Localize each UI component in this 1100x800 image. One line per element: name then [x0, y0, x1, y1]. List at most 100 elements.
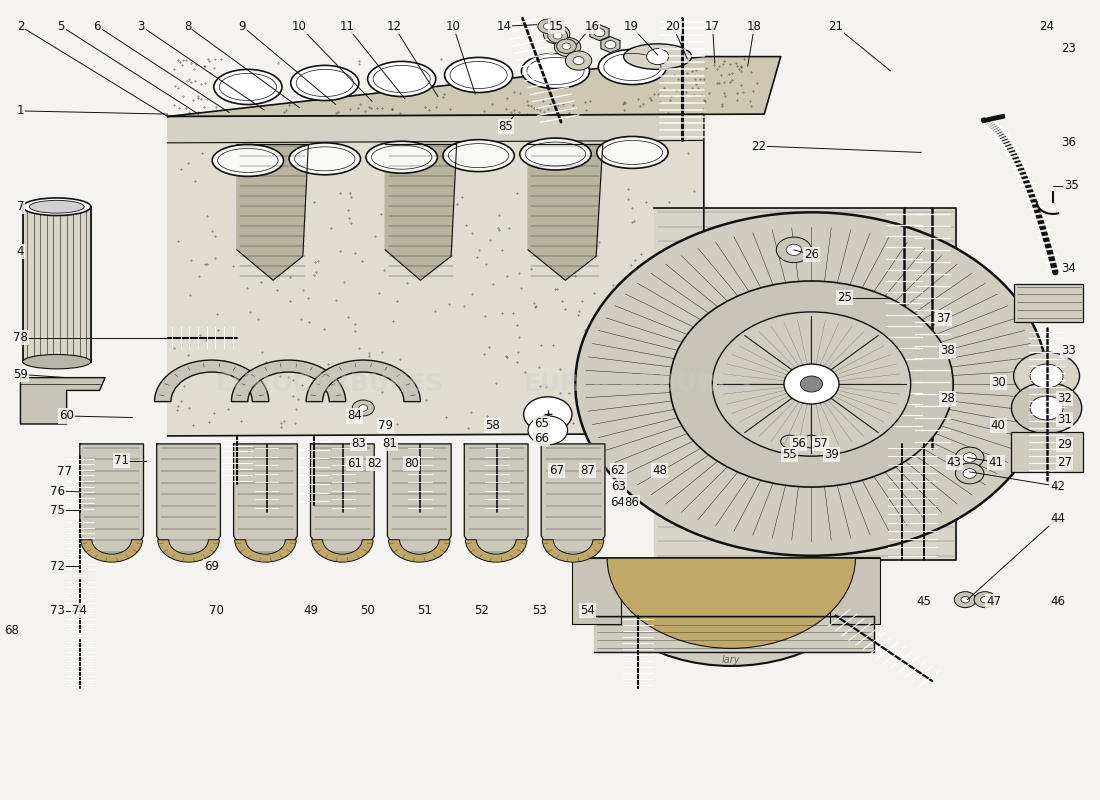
Text: 54: 54 [580, 604, 595, 618]
Text: 33: 33 [1062, 344, 1076, 357]
Text: 25: 25 [837, 291, 851, 304]
Text: 71: 71 [114, 454, 129, 467]
Circle shape [551, 30, 562, 38]
Text: 48: 48 [652, 464, 668, 477]
Text: 64: 64 [610, 496, 626, 509]
Circle shape [565, 51, 592, 70]
Circle shape [964, 453, 977, 462]
Text: 79: 79 [377, 419, 393, 432]
Text: 34: 34 [1062, 262, 1076, 274]
Text: 86: 86 [624, 496, 639, 509]
Circle shape [781, 435, 799, 448]
Text: 60: 60 [59, 410, 74, 422]
Circle shape [543, 25, 570, 44]
Text: 44: 44 [1050, 512, 1065, 525]
Circle shape [543, 23, 552, 30]
Ellipse shape [521, 54, 590, 89]
Text: EUROCARBURES: EUROCARBURES [217, 372, 444, 396]
Text: 30: 30 [991, 376, 1005, 389]
Circle shape [524, 397, 572, 432]
Text: 40: 40 [991, 419, 1005, 432]
Text: 67: 67 [549, 464, 564, 477]
Ellipse shape [290, 66, 359, 101]
Text: 7: 7 [16, 200, 24, 214]
Wedge shape [154, 360, 268, 402]
Circle shape [548, 29, 568, 43]
Text: 27: 27 [1057, 456, 1071, 469]
Polygon shape [310, 444, 374, 556]
Text: 1: 1 [16, 105, 24, 118]
Polygon shape [167, 114, 704, 436]
Circle shape [605, 41, 616, 49]
Text: 24: 24 [1040, 20, 1054, 33]
Text: 69: 69 [205, 560, 219, 573]
Wedge shape [157, 540, 219, 562]
Text: 4: 4 [16, 245, 24, 258]
Text: 43: 43 [947, 456, 961, 469]
Text: 56: 56 [791, 437, 805, 450]
Circle shape [964, 469, 977, 478]
Circle shape [1013, 352, 1079, 400]
Polygon shape [528, 145, 603, 280]
Ellipse shape [212, 145, 284, 176]
Wedge shape [465, 540, 527, 562]
Text: 5: 5 [57, 20, 65, 33]
Text: 29: 29 [1057, 438, 1071, 451]
Text: 6: 6 [94, 20, 101, 33]
Text: 75: 75 [51, 504, 65, 517]
Text: 82: 82 [366, 458, 382, 470]
Text: 9: 9 [239, 20, 246, 33]
Text: 15: 15 [549, 20, 564, 33]
Circle shape [981, 597, 989, 603]
Circle shape [553, 33, 562, 39]
Text: 18: 18 [747, 20, 762, 33]
Text: 73: 73 [51, 604, 65, 618]
Text: 47: 47 [987, 594, 1001, 608]
Wedge shape [306, 360, 420, 402]
Ellipse shape [444, 58, 513, 93]
Polygon shape [23, 206, 91, 362]
Text: 12: 12 [386, 20, 402, 33]
Text: 49: 49 [302, 604, 318, 618]
Polygon shape [385, 145, 456, 280]
Ellipse shape [367, 62, 436, 97]
Polygon shape [541, 444, 605, 556]
Polygon shape [21, 378, 106, 424]
Polygon shape [1013, 284, 1082, 322]
Circle shape [803, 435, 821, 448]
Text: 81: 81 [382, 438, 397, 450]
Wedge shape [607, 558, 856, 648]
Text: 10: 10 [293, 20, 307, 33]
Wedge shape [388, 540, 450, 562]
Circle shape [713, 312, 911, 456]
Circle shape [359, 405, 367, 411]
Polygon shape [1011, 432, 1082, 472]
Wedge shape [234, 540, 296, 562]
Text: 76: 76 [51, 485, 65, 498]
Circle shape [956, 447, 984, 468]
Text: 46: 46 [1050, 594, 1065, 608]
Text: 58: 58 [485, 419, 501, 432]
Circle shape [562, 43, 573, 51]
Wedge shape [542, 540, 604, 562]
Text: 11: 11 [339, 20, 354, 33]
Circle shape [562, 43, 571, 50]
Circle shape [975, 592, 996, 608]
Text: 55: 55 [782, 448, 796, 461]
Text: 63: 63 [610, 480, 626, 493]
Text: 61: 61 [346, 458, 362, 470]
Text: 51: 51 [417, 604, 432, 618]
Wedge shape [311, 540, 373, 562]
Polygon shape [572, 558, 621, 624]
Text: 84: 84 [346, 410, 362, 422]
Text: 17: 17 [705, 20, 720, 33]
Text: 8: 8 [184, 20, 191, 33]
Polygon shape [233, 444, 297, 556]
Text: 28: 28 [940, 392, 955, 405]
Text: 22: 22 [751, 139, 767, 153]
Circle shape [801, 376, 823, 392]
Ellipse shape [596, 137, 668, 169]
Polygon shape [594, 616, 874, 651]
Text: 42: 42 [1050, 480, 1065, 493]
Ellipse shape [23, 198, 91, 215]
